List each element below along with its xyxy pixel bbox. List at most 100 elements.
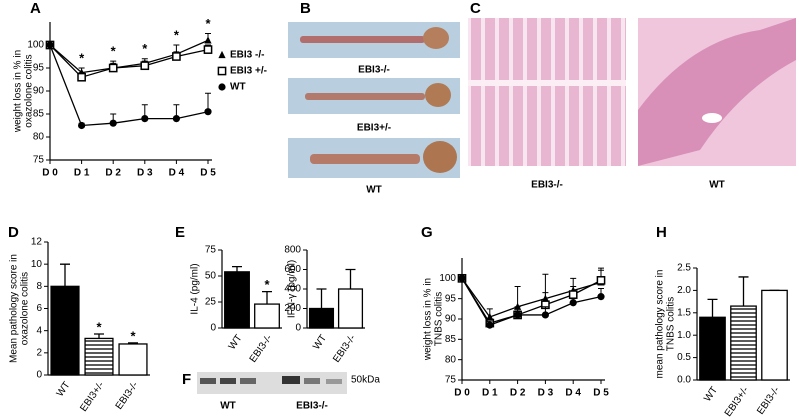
bar <box>699 316 726 381</box>
marker <box>172 52 181 61</box>
x-tick-label: D 0 <box>42 168 58 179</box>
marker <box>78 121 86 130</box>
legend-label: EBI3 +/- <box>230 66 267 77</box>
series-line <box>461 277 602 324</box>
bar <box>118 343 148 376</box>
y-tick-label: 85 <box>445 334 457 345</box>
panel-label: E <box>175 224 185 241</box>
x-tick-label: D 4 <box>565 388 581 399</box>
image-label: WT <box>709 180 725 191</box>
panel-label: F <box>182 371 191 388</box>
panel-label: C <box>470 0 481 17</box>
marker <box>218 50 226 59</box>
x-tick-label: D 3 <box>538 388 554 399</box>
y-tick-label: 90 <box>445 314 457 325</box>
marker <box>140 61 150 71</box>
panel-label: H <box>656 224 667 241</box>
error-bar <box>316 288 327 309</box>
y-axis-label: weight loss in % in <box>423 278 434 361</box>
error-bar <box>232 265 242 272</box>
y-tick-label: 50 <box>205 271 217 282</box>
histology-image <box>468 18 796 166</box>
error-bar <box>345 268 356 289</box>
y-tick-label: 2.5 <box>677 263 691 274</box>
marker <box>204 36 212 44</box>
significance: * <box>142 41 148 56</box>
y-axis-label: oxazolone colitis <box>24 54 35 127</box>
lane-label: EBI3-/- <box>296 401 328 412</box>
significance: * <box>111 44 117 59</box>
y-tick-label: 75 <box>445 375 457 386</box>
error-bar <box>738 276 749 307</box>
legend-label: WT <box>230 82 246 93</box>
y-axis-label: Mean pathology score in <box>9 254 20 363</box>
y-tick-label: 10 <box>31 259 43 270</box>
bar <box>50 285 80 376</box>
y-tick-label: 75 <box>205 245 217 256</box>
image-label: EBI3-/- <box>531 180 563 191</box>
x-tick-label: WT <box>227 333 245 352</box>
y-tick-label: 0.5 <box>677 352 691 363</box>
x-tick-label: D 0 <box>454 388 470 399</box>
x-tick-label: D 5 <box>593 388 609 399</box>
x-tick-label: D 2 <box>510 388 526 399</box>
marker <box>109 119 117 127</box>
photo <box>288 22 460 178</box>
y-tick-label: 400 <box>284 284 301 295</box>
y-tick-label: 4 <box>36 325 42 336</box>
y-tick-label: 2.0 <box>677 285 691 296</box>
photo-label: EBI3+/- <box>357 123 391 134</box>
y-tick-label: 80 <box>33 132 45 143</box>
bar <box>224 271 250 329</box>
y-tick-label: 600 <box>284 264 301 275</box>
western-blot <box>197 372 347 394</box>
x-tick-label: D 1 <box>482 388 498 399</box>
error-bar <box>262 290 272 305</box>
bar <box>730 305 757 381</box>
x-tick-label: EBI3-/- <box>331 333 358 365</box>
y-tick-label: 85 <box>33 109 45 120</box>
size-marker: 50kDa <box>351 375 380 386</box>
marker <box>568 290 578 299</box>
marker <box>486 321 494 329</box>
y-axis-label: mean pathology score in <box>655 270 666 379</box>
series-line <box>49 44 209 127</box>
bar <box>254 303 280 329</box>
series-line <box>49 39 209 74</box>
significance: * <box>264 277 270 292</box>
y-tick-label: 200 <box>284 303 301 314</box>
marker <box>141 115 149 123</box>
marker <box>458 274 466 282</box>
y-axis-label: TNBS colitis <box>434 292 445 346</box>
marker <box>204 108 212 116</box>
y-tick-label: 90 <box>33 86 45 97</box>
y-tick-label: 8 <box>36 281 42 292</box>
marker <box>596 276 606 285</box>
marker <box>541 311 550 319</box>
significance: * <box>96 319 102 334</box>
y-tick-label: 95 <box>33 63 45 74</box>
x-tick-label: D 5 <box>200 168 216 179</box>
x-tick-label: EBI3-/- <box>114 380 141 412</box>
bar <box>84 337 114 376</box>
y-axis-label: IL-4 (pg/ml) <box>190 263 201 314</box>
marker <box>218 83 226 91</box>
y-tick-label: 1.5 <box>677 307 691 318</box>
series-line <box>461 278 602 326</box>
y-tick-label: 0 <box>210 323 216 334</box>
x-tick-label: EBI3+/- <box>78 380 106 414</box>
bar <box>337 288 364 329</box>
y-axis-label: oxazolone colitis <box>20 272 31 345</box>
marker <box>108 63 118 73</box>
error-bar <box>94 333 104 339</box>
marker <box>597 293 605 301</box>
x-tick-label: WT <box>311 333 329 352</box>
photo-label: WT <box>366 185 382 196</box>
panel-label: G <box>421 224 433 241</box>
error-bar <box>60 263 70 287</box>
panel-label: B <box>300 0 311 17</box>
x-tick-label: D 4 <box>169 168 185 179</box>
significance: * <box>205 16 211 31</box>
x-tick-label: D 3 <box>137 168 153 179</box>
panel-label: D <box>8 224 19 241</box>
